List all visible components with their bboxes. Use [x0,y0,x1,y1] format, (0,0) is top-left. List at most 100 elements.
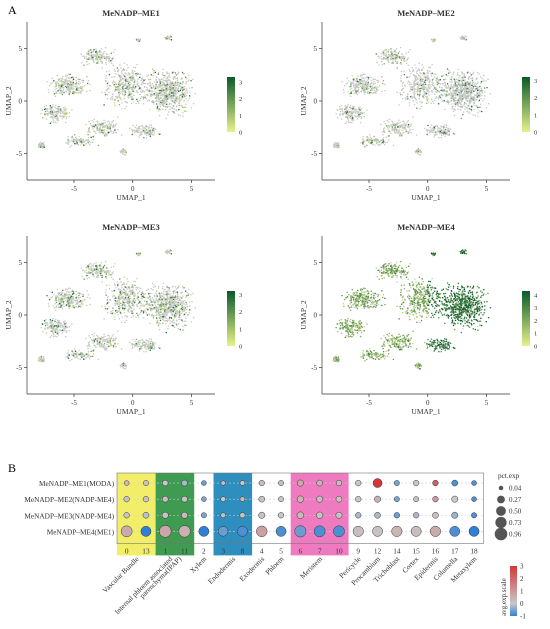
umap-point [112,278,114,280]
umap-point [160,92,162,95]
umap-point [434,99,436,102]
umap-point [80,139,83,142]
umap-point [404,84,406,87]
umap-point [183,302,185,304]
x-tick-label: -5 [366,185,372,193]
umap-point [92,138,95,141]
umap-point [152,286,155,288]
umap-point [120,75,122,78]
umap-point [357,87,360,89]
umap-point [133,280,135,283]
umap-point [178,318,180,321]
x-tick-label: 5 [485,185,489,193]
umap-point [108,128,110,130]
umap-point [179,313,181,315]
umap-point [56,74,59,77]
umap-point [87,133,89,136]
umap-point [464,96,466,98]
umap-point [59,115,62,118]
umap-point [401,85,404,87]
umap-point [181,319,183,321]
umap-point [347,104,349,106]
umap-point [414,82,416,84]
umap-point [381,131,384,133]
umap-point [176,82,179,84]
umap-point [109,98,112,100]
umap-point [411,97,413,100]
umap-point [483,74,485,77]
umap-point [173,86,176,88]
umap-point [455,92,457,95]
umap-point [426,88,429,90]
umap-point [69,88,72,91]
umap-point [347,91,350,93]
umap-point [95,50,97,53]
umap-point [131,133,133,136]
umap-point [65,116,68,118]
umap-point [360,142,362,144]
umap-point [158,328,161,331]
umap-point [133,129,135,131]
umap-point [119,97,121,99]
umap-point [396,123,398,125]
umap-point [446,94,449,96]
umap-point [117,69,120,72]
umap-point [169,88,172,90]
umap-point [461,98,464,100]
umap-point [363,80,365,82]
umap-point [71,144,73,147]
umap-point [98,49,101,52]
umap-point [444,135,447,137]
umap-point [166,296,169,298]
umap-point [407,123,410,126]
umap-point [153,69,155,72]
umap-point [176,105,178,108]
umap-point [470,77,472,80]
umap-point [354,111,356,113]
umap-point [157,303,159,305]
umap-point [160,317,162,319]
umap-point [428,66,430,69]
umap-point [105,75,107,77]
umap-point [362,86,364,88]
umap-point [407,131,410,133]
umap-point [477,93,479,96]
umap-point [158,314,160,317]
umap-point [67,80,69,82]
umap-point [409,99,411,101]
umap-point [169,90,171,93]
umap-point [478,96,480,98]
umap-point [399,79,402,82]
umap-point [52,104,54,106]
umap-point [145,136,147,139]
umap-point [182,111,184,114]
umap-point [412,85,414,88]
umap-point [176,79,179,82]
umap-point [426,98,428,101]
umap-point [454,85,457,88]
umap-point [377,79,379,82]
panel-b-letter: B [8,461,16,475]
umap-point [483,95,486,97]
umap-point [125,105,128,108]
umap-point [353,82,355,85]
umap-point [162,303,165,305]
umap-point [187,314,189,316]
umap-point [388,118,391,121]
umap-point [168,88,170,90]
umap-point [167,113,169,116]
umap-point [474,99,476,101]
umap-point [429,81,431,83]
umap-point [361,74,364,77]
umap-point [376,87,378,89]
umap-point [388,61,390,63]
umap-point [459,103,461,105]
umap-point [459,105,462,108]
umap-point [452,84,455,86]
umap-point [341,80,343,83]
umap-point [372,138,375,141]
umap-point [464,76,466,78]
umap-point [356,92,358,94]
umap-point [179,114,182,117]
umap-point [353,108,356,110]
